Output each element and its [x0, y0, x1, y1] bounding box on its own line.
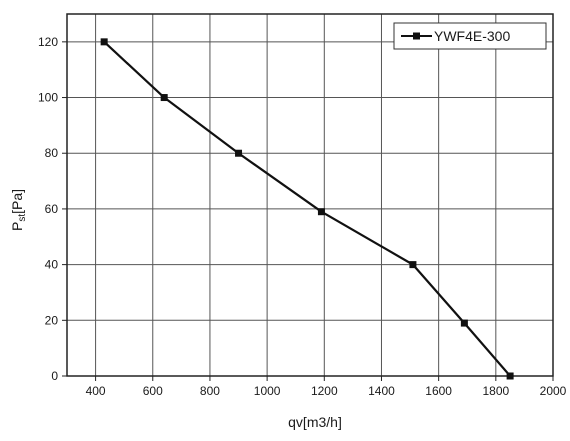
- legend-marker-swatch: [413, 32, 420, 40]
- y-tick-label: 60: [45, 202, 59, 216]
- data-point: [100, 38, 108, 46]
- y-axis-title-unit: [Pa]: [9, 189, 25, 214]
- y-tick-label: 0: [51, 369, 58, 383]
- legend: YWF4E-300: [393, 22, 547, 50]
- y-tick-label: 80: [45, 146, 59, 160]
- data-point: [235, 149, 243, 157]
- x-tick-label: 600: [143, 384, 163, 398]
- x-tick-label: 1800: [482, 384, 509, 398]
- data-point: [506, 372, 514, 380]
- x-tick-label: 1600: [425, 384, 452, 398]
- data-point: [409, 261, 417, 269]
- data-point: [160, 94, 168, 102]
- legend-label: YWF4E-300: [434, 28, 510, 44]
- data-point: [460, 319, 468, 327]
- y-axis: 0 20 40 60 80 100 120: [38, 35, 67, 383]
- x-tick-label: 400: [86, 384, 106, 398]
- plot-frame: [66, 13, 554, 377]
- x-tick-label: 800: [200, 384, 220, 398]
- y-tick-label: 120: [38, 35, 58, 49]
- data-series: [100, 38, 514, 380]
- y-axis-title: Pst[Pa]: [9, 189, 28, 231]
- y-axis-title-subscript: st: [17, 214, 28, 222]
- gridlines: [67, 14, 554, 376]
- x-tick-label: 1200: [311, 384, 338, 398]
- data-point: [317, 208, 325, 216]
- y-tick-label: 100: [38, 91, 58, 105]
- x-tick-label: 1400: [368, 384, 395, 398]
- x-axis: 400 600 800 1000 1200 1400 1600 1800 2000: [86, 376, 567, 398]
- x-tick-label: 1000: [254, 384, 281, 398]
- y-tick-label: 20: [45, 313, 59, 327]
- x-axis-title: qv[m3/h]: [288, 414, 342, 430]
- y-axis-title-main: P: [9, 222, 25, 231]
- y-tick-label: 40: [45, 258, 59, 272]
- x-tick-label: 2000: [540, 384, 567, 398]
